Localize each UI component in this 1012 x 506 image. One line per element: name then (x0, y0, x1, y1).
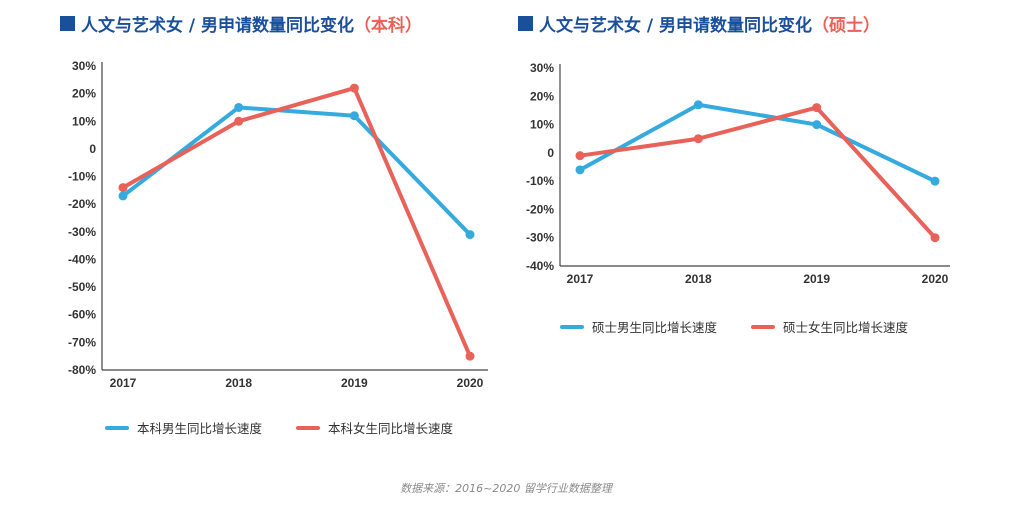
chart1-title-paren-close: ） (405, 15, 423, 36)
y-tick-label: 30% (530, 61, 554, 75)
y-tick-label: -30% (68, 225, 96, 239)
x-tick-label: 2020 (922, 272, 949, 286)
data-point-female (465, 351, 475, 361)
y-tick-label: 10% (72, 114, 96, 128)
chart2-title-main: 人文与艺术女 / 男申请数量同比变化 (539, 15, 813, 36)
legend-swatch-male (105, 425, 129, 430)
x-tick-label: 2019 (341, 376, 368, 390)
x-tick-label: 2018 (225, 376, 252, 390)
series-line-male (121, 105, 472, 237)
y-tick-label: -40% (526, 259, 554, 273)
y-tick-label: -80% (68, 363, 96, 377)
chart2-plot: 30% 20% 10% 0 -10% -20% -30% -40% 2017 2018 2019 20… (526, 61, 950, 286)
title-square-icon (60, 15, 75, 31)
x-tick-label: 2018 (685, 272, 712, 286)
legend-item-female: 本科女生同比增长速度 (296, 418, 453, 437)
chart2-legend: 硕士男生同比增长速度 硕士女生同比增长速度 (560, 317, 942, 336)
legend-label: 硕士女生同比增长速度 (783, 320, 909, 335)
x-tick-label: 2019 (803, 272, 830, 286)
legend-item-male: 硕士男生同比增长速度 (560, 317, 717, 336)
data-point-male (349, 111, 359, 121)
legend-item-female: 硕士女生同比增长速度 (751, 317, 908, 336)
chart1-title-paren-open: （ (354, 15, 372, 36)
y-tick-label: -20% (526, 202, 554, 216)
series-line-female (121, 86, 472, 359)
chart2-title: 人文与艺术女 / 男申请数量同比变化 （ 硕士 ） (518, 12, 881, 36)
series-line-male (578, 102, 937, 184)
data-point-male (812, 120, 822, 130)
title-square-icon (518, 15, 533, 31)
y-tick-label: 30% (72, 59, 96, 73)
data-point-female (930, 233, 940, 243)
data-point-female (349, 83, 359, 93)
x-tick-label: 2017 (567, 272, 594, 286)
x-tick-label: 2017 (110, 376, 137, 390)
chart1-title-level: 本科 (371, 15, 406, 36)
chart1-legend: 本科男生同比增长速度 本科女生同比增长速度 (105, 418, 487, 437)
data-point-male (575, 165, 585, 175)
chart2-title-paren-open: （ (812, 15, 830, 36)
y-tick-label: -60% (68, 308, 96, 322)
legend-label: 本科男生同比增长速度 (137, 421, 263, 436)
chart2-title-level: 硕士 (829, 15, 864, 36)
y-tick-label: -50% (68, 280, 96, 294)
legend-swatch-male (560, 324, 584, 329)
chart2-title-paren-close: ） (863, 15, 881, 36)
legend-item-male: 本科男生同比增长速度 (105, 418, 262, 437)
legend-label: 硕士男生同比增长速度 (592, 320, 718, 335)
data-point-female (812, 103, 822, 113)
data-point-male (234, 102, 244, 112)
data-point-male (693, 100, 703, 110)
data-point-male (930, 176, 940, 186)
y-tick-label: 0 (547, 146, 554, 160)
data-source-note: 数据来源：2016~2020 留学行业数据整理 (400, 482, 612, 495)
chart1-title: 人文与艺术女 / 男申请数量同比变化 （ 本科 ） (60, 12, 423, 36)
y-tick-label: -40% (68, 252, 96, 266)
legend-label: 本科女生同比增长速度 (328, 421, 454, 436)
data-point-female (575, 151, 585, 161)
data-point-male (465, 230, 475, 240)
x-tick-label: 2020 (457, 376, 484, 390)
legend-swatch-female (296, 425, 321, 430)
y-tick-label: 0 (89, 142, 96, 156)
chart1-title-main: 人文与艺术女 / 男申请数量同比变化 (81, 15, 355, 36)
y-tick-label: 20% (530, 89, 554, 103)
y-tick-label: -30% (526, 231, 554, 245)
y-tick-label: -10% (68, 170, 96, 184)
y-tick-label: -10% (526, 174, 554, 188)
y-tick-label: -70% (68, 335, 96, 349)
y-tick-label: 10% (530, 118, 554, 132)
y-tick-label: 20% (72, 87, 96, 101)
y-tick-label: -20% (68, 197, 96, 211)
legend-swatch-female (751, 324, 776, 329)
series-line-female (578, 105, 937, 240)
data-point-female (693, 134, 703, 144)
chart1-plot: 30% 20% 10% 0 -10% -20% -30% -40% -50% -60% -70% -8… (68, 59, 488, 390)
data-point-female (234, 116, 244, 126)
data-point-female (118, 183, 128, 193)
data-point-male (118, 191, 128, 201)
